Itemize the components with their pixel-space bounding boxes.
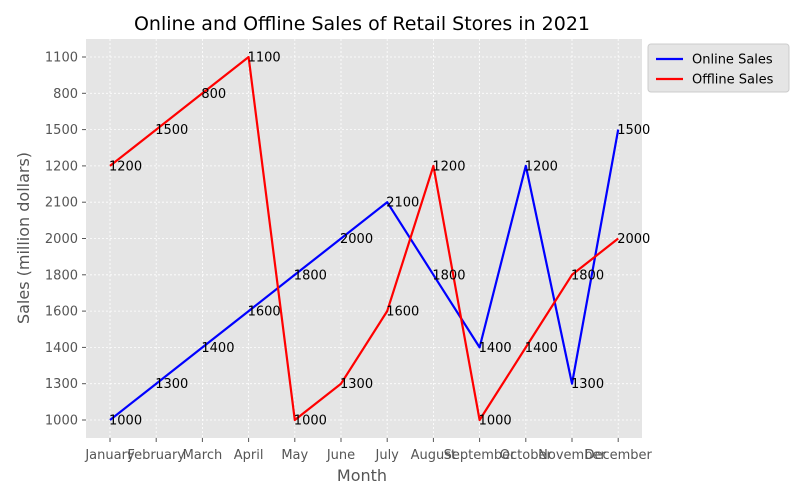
data-label: 1600 bbox=[386, 305, 419, 320]
data-label: 1100 bbox=[248, 51, 281, 66]
data-label: 1800 bbox=[432, 268, 465, 283]
data-label: 1300 bbox=[340, 377, 373, 392]
y-tick-label: 1100 bbox=[45, 51, 78, 66]
x-tick-label: January bbox=[84, 448, 135, 463]
data-label: 1400 bbox=[201, 341, 234, 356]
data-label: 1600 bbox=[248, 305, 281, 320]
data-label: 1500 bbox=[617, 123, 650, 138]
data-label: 1300 bbox=[155, 377, 188, 392]
x-tick-label: November bbox=[538, 448, 606, 463]
series-lines bbox=[109, 55, 620, 422]
data-label: 1400 bbox=[479, 341, 512, 356]
legend: Online Sales Offline Sales bbox=[647, 43, 790, 93]
y-tick-label: 1400 bbox=[45, 341, 78, 356]
series-line-offline bbox=[109, 55, 619, 422]
x-tick-label: September bbox=[444, 448, 517, 463]
y-tick-label: 1300 bbox=[45, 377, 78, 392]
legend-box bbox=[647, 43, 790, 93]
data-label: 1800 bbox=[571, 268, 604, 283]
y-tick-label: 800 bbox=[53, 87, 78, 102]
y-tick-label: 2000 bbox=[45, 232, 78, 247]
x-tick-label: April bbox=[234, 448, 264, 463]
x-tick-label: March bbox=[183, 448, 223, 463]
data-label: 2100 bbox=[386, 196, 419, 211]
data-label: 1200 bbox=[432, 159, 465, 174]
data-labels: 1000 1300 1400 1600 1800 2000 2100 1800 1400 1200… bbox=[109, 51, 650, 429]
series-line-online bbox=[109, 129, 620, 421]
x-tick-label: August bbox=[411, 448, 457, 463]
data-label: 1800 bbox=[294, 268, 327, 283]
y-tick-label: 1000 bbox=[45, 414, 78, 429]
y-tick-label: 1800 bbox=[45, 268, 78, 283]
x-tick-label: October bbox=[500, 448, 553, 463]
legend-label: Online Sales bbox=[692, 53, 773, 68]
data-label: 1200 bbox=[525, 159, 558, 174]
x-axis-label: Month bbox=[337, 466, 387, 485]
data-label: 1400 bbox=[525, 341, 558, 356]
x-tick-label: December bbox=[584, 448, 652, 463]
data-label: 800 bbox=[201, 87, 226, 102]
legend-label: Offline Sales bbox=[692, 73, 774, 88]
data-label: 2000 bbox=[340, 232, 373, 247]
data-label: 1200 bbox=[109, 159, 142, 174]
x-tick-label: June bbox=[326, 448, 355, 463]
data-label: 1000 bbox=[479, 414, 512, 429]
x-tick-label: July bbox=[375, 448, 400, 463]
y-tick-label: 1200 bbox=[45, 159, 78, 174]
y-axis-label: Sales (million dollars) bbox=[14, 152, 33, 324]
x-tick-label: May bbox=[281, 448, 308, 463]
data-label: 2000 bbox=[617, 232, 650, 247]
grid-lines bbox=[86, 39, 642, 438]
data-label: 1000 bbox=[294, 414, 327, 429]
data-label: 1000 bbox=[109, 414, 142, 429]
data-label: 1300 bbox=[571, 377, 604, 392]
y-tick-label: 1500 bbox=[45, 123, 78, 138]
chart-title: Online and Offline Sales of Retail Store… bbox=[134, 13, 590, 35]
y-tick-label: 1600 bbox=[45, 305, 78, 320]
x-tick-label: February bbox=[127, 448, 185, 463]
data-label: 1500 bbox=[155, 123, 188, 138]
y-axis-ticks: 1000 1300 1400 1600 1800 2000 2100 1200 1500 800 1… bbox=[45, 51, 86, 429]
y-tick-label: 2100 bbox=[45, 196, 78, 211]
